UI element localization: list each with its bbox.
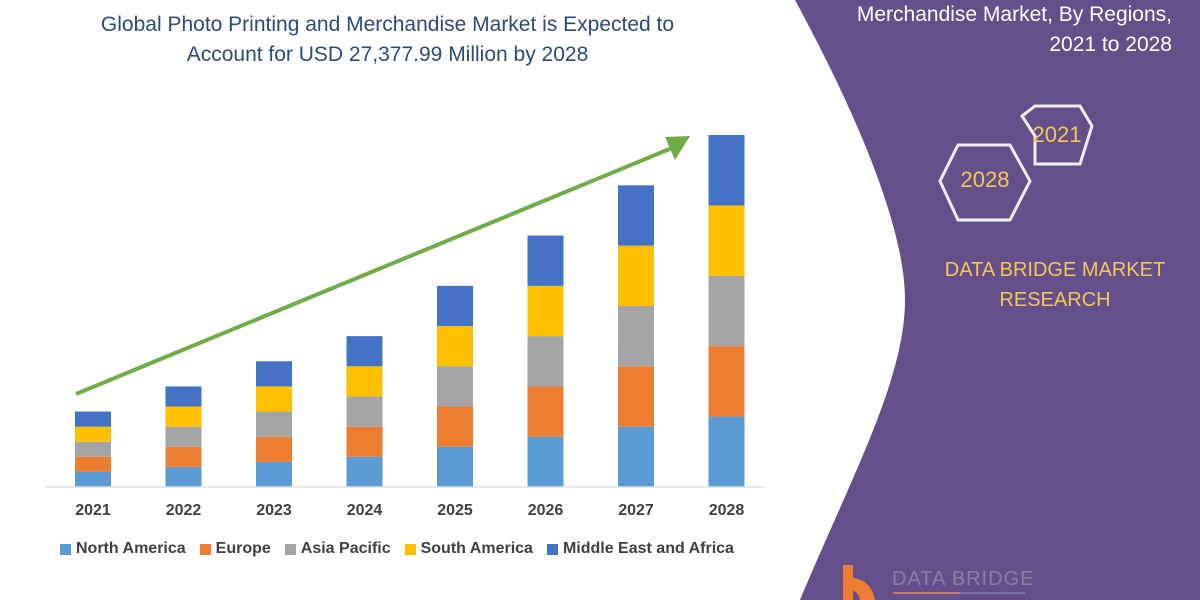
bar-segment-2028-4 bbox=[708, 135, 745, 206]
brand-logo-icon bbox=[843, 565, 1025, 600]
bar-segment-2021-2 bbox=[75, 441, 111, 457]
legend-label: Europe bbox=[215, 540, 271, 557]
hex-label-2021: 2021 bbox=[1032, 122, 1082, 147]
bar-segment-2023-0 bbox=[256, 461, 292, 487]
legend-label: Middle East and Africa bbox=[562, 540, 734, 557]
stacked-bar-chart bbox=[75, 135, 745, 487]
bar-segment-2022-4 bbox=[165, 386, 202, 407]
hexagon-2021-icon bbox=[1019, 104, 1094, 166]
legend-swatch bbox=[284, 543, 296, 555]
side-panel-title: Merchandise Market, By Regions, 2021 to … bbox=[792, 0, 1172, 60]
bar-segment-2027-1 bbox=[618, 366, 654, 427]
bar-segment-2027-2 bbox=[618, 305, 654, 367]
logo-text: DATA BRIDGE bbox=[892, 568, 1035, 590]
x-tick-label: 2024 bbox=[346, 502, 383, 519]
bar-segment-2024-3 bbox=[346, 366, 383, 397]
bar-segment-2022-1 bbox=[165, 446, 202, 467]
bar-segment-2024-4 bbox=[346, 336, 383, 367]
bar-segment-2021-0 bbox=[75, 471, 111, 487]
legend-swatch bbox=[546, 543, 558, 555]
bar-segment-2024-2 bbox=[346, 396, 383, 427]
legend-label: Asia Pacific bbox=[300, 540, 391, 557]
legend-item: Asia Pacific bbox=[284, 540, 391, 558]
bar-segment-2027-0 bbox=[618, 426, 654, 487]
side-title-line-1: Merchandise Market, By Regions, bbox=[856, 3, 1172, 26]
legend-swatch bbox=[404, 543, 416, 555]
x-tick-label: 2028 bbox=[708, 502, 745, 519]
x-tick-label: 2021 bbox=[75, 502, 111, 519]
legend-item: North America bbox=[60, 540, 186, 558]
bar-segment-2023-4 bbox=[256, 361, 292, 387]
bar-segment-2026-1 bbox=[527, 386, 564, 437]
bar-segment-2026-2 bbox=[527, 336, 564, 387]
legend-swatch bbox=[60, 543, 71, 555]
bar-segment-2025-1 bbox=[437, 406, 473, 447]
bar-segment-2021-1 bbox=[75, 456, 111, 472]
bar-segment-2025-4 bbox=[437, 285, 473, 327]
bar-segment-2024-0 bbox=[346, 456, 383, 487]
x-tick-label: 2023 bbox=[256, 502, 292, 519]
bar-segment-2025-3 bbox=[437, 326, 473, 367]
title-line-1: Global Photo Printing and Merchandise Ma… bbox=[100, 13, 675, 36]
bar-segment-2023-3 bbox=[256, 386, 292, 412]
bar-segment-2021-4 bbox=[75, 411, 111, 427]
bar-segment-2021-3 bbox=[75, 426, 111, 442]
title-line-2: Account for USD 27,377.99 Million by 202… bbox=[186, 43, 589, 66]
bar-segment-2027-3 bbox=[618, 245, 654, 306]
bar-segment-2026-3 bbox=[527, 285, 564, 337]
hex-label-2028: 2028 bbox=[960, 167, 1010, 192]
legend-item: Middle East and Africa bbox=[546, 540, 734, 558]
bar-segment-2026-0 bbox=[527, 436, 564, 487]
legend-swatch bbox=[199, 543, 211, 555]
bar-segment-2023-1 bbox=[256, 436, 292, 462]
chart-title: Global Photo Printing and Merchandise Ma… bbox=[40, 10, 735, 70]
bar-segment-2025-2 bbox=[437, 366, 473, 407]
x-tick-label: 2027 bbox=[618, 502, 654, 519]
legend-item: Europe bbox=[199, 540, 271, 558]
bar-segment-2028-0 bbox=[708, 416, 745, 487]
brand-line-2: RESEARCH bbox=[999, 289, 1111, 311]
legend: North America Europe Asia Pacific South Ame… bbox=[60, 540, 734, 558]
legend-item: South America bbox=[404, 540, 533, 558]
bar-segment-2022-3 bbox=[165, 406, 202, 427]
x-tick-label: 2026 bbox=[527, 502, 564, 519]
x-tick-label: 2025 bbox=[437, 502, 473, 519]
brand-line-1: DATA BRIDGE MARKET bbox=[944, 259, 1166, 281]
bar-segment-2027-4 bbox=[618, 185, 654, 246]
purple-side-panel bbox=[795, 0, 1200, 600]
legend-label: South America bbox=[420, 540, 533, 557]
bar-segment-2028-3 bbox=[708, 205, 745, 276]
bar-segment-2022-0 bbox=[165, 466, 202, 487]
bar-segment-2023-2 bbox=[256, 411, 292, 437]
bar-segment-2026-4 bbox=[527, 235, 564, 286]
trend-arrow bbox=[75, 136, 690, 396]
x-tick-label: 2022 bbox=[165, 502, 202, 519]
bar-segment-2024-1 bbox=[346, 426, 383, 457]
side-title-line-2: 2021 to 2028 bbox=[1049, 33, 1172, 56]
bar-segment-2022-2 bbox=[165, 426, 202, 447]
hexagon-2028-icon bbox=[938, 143, 1032, 222]
bar-segment-2028-2 bbox=[708, 275, 745, 347]
bar-segment-2025-0 bbox=[437, 446, 473, 487]
bar-segment-2028-1 bbox=[708, 346, 745, 417]
legend-label: North America bbox=[76, 540, 186, 557]
brand-name: DATA BRIDGE MARKET RESEARCH bbox=[905, 255, 1200, 315]
